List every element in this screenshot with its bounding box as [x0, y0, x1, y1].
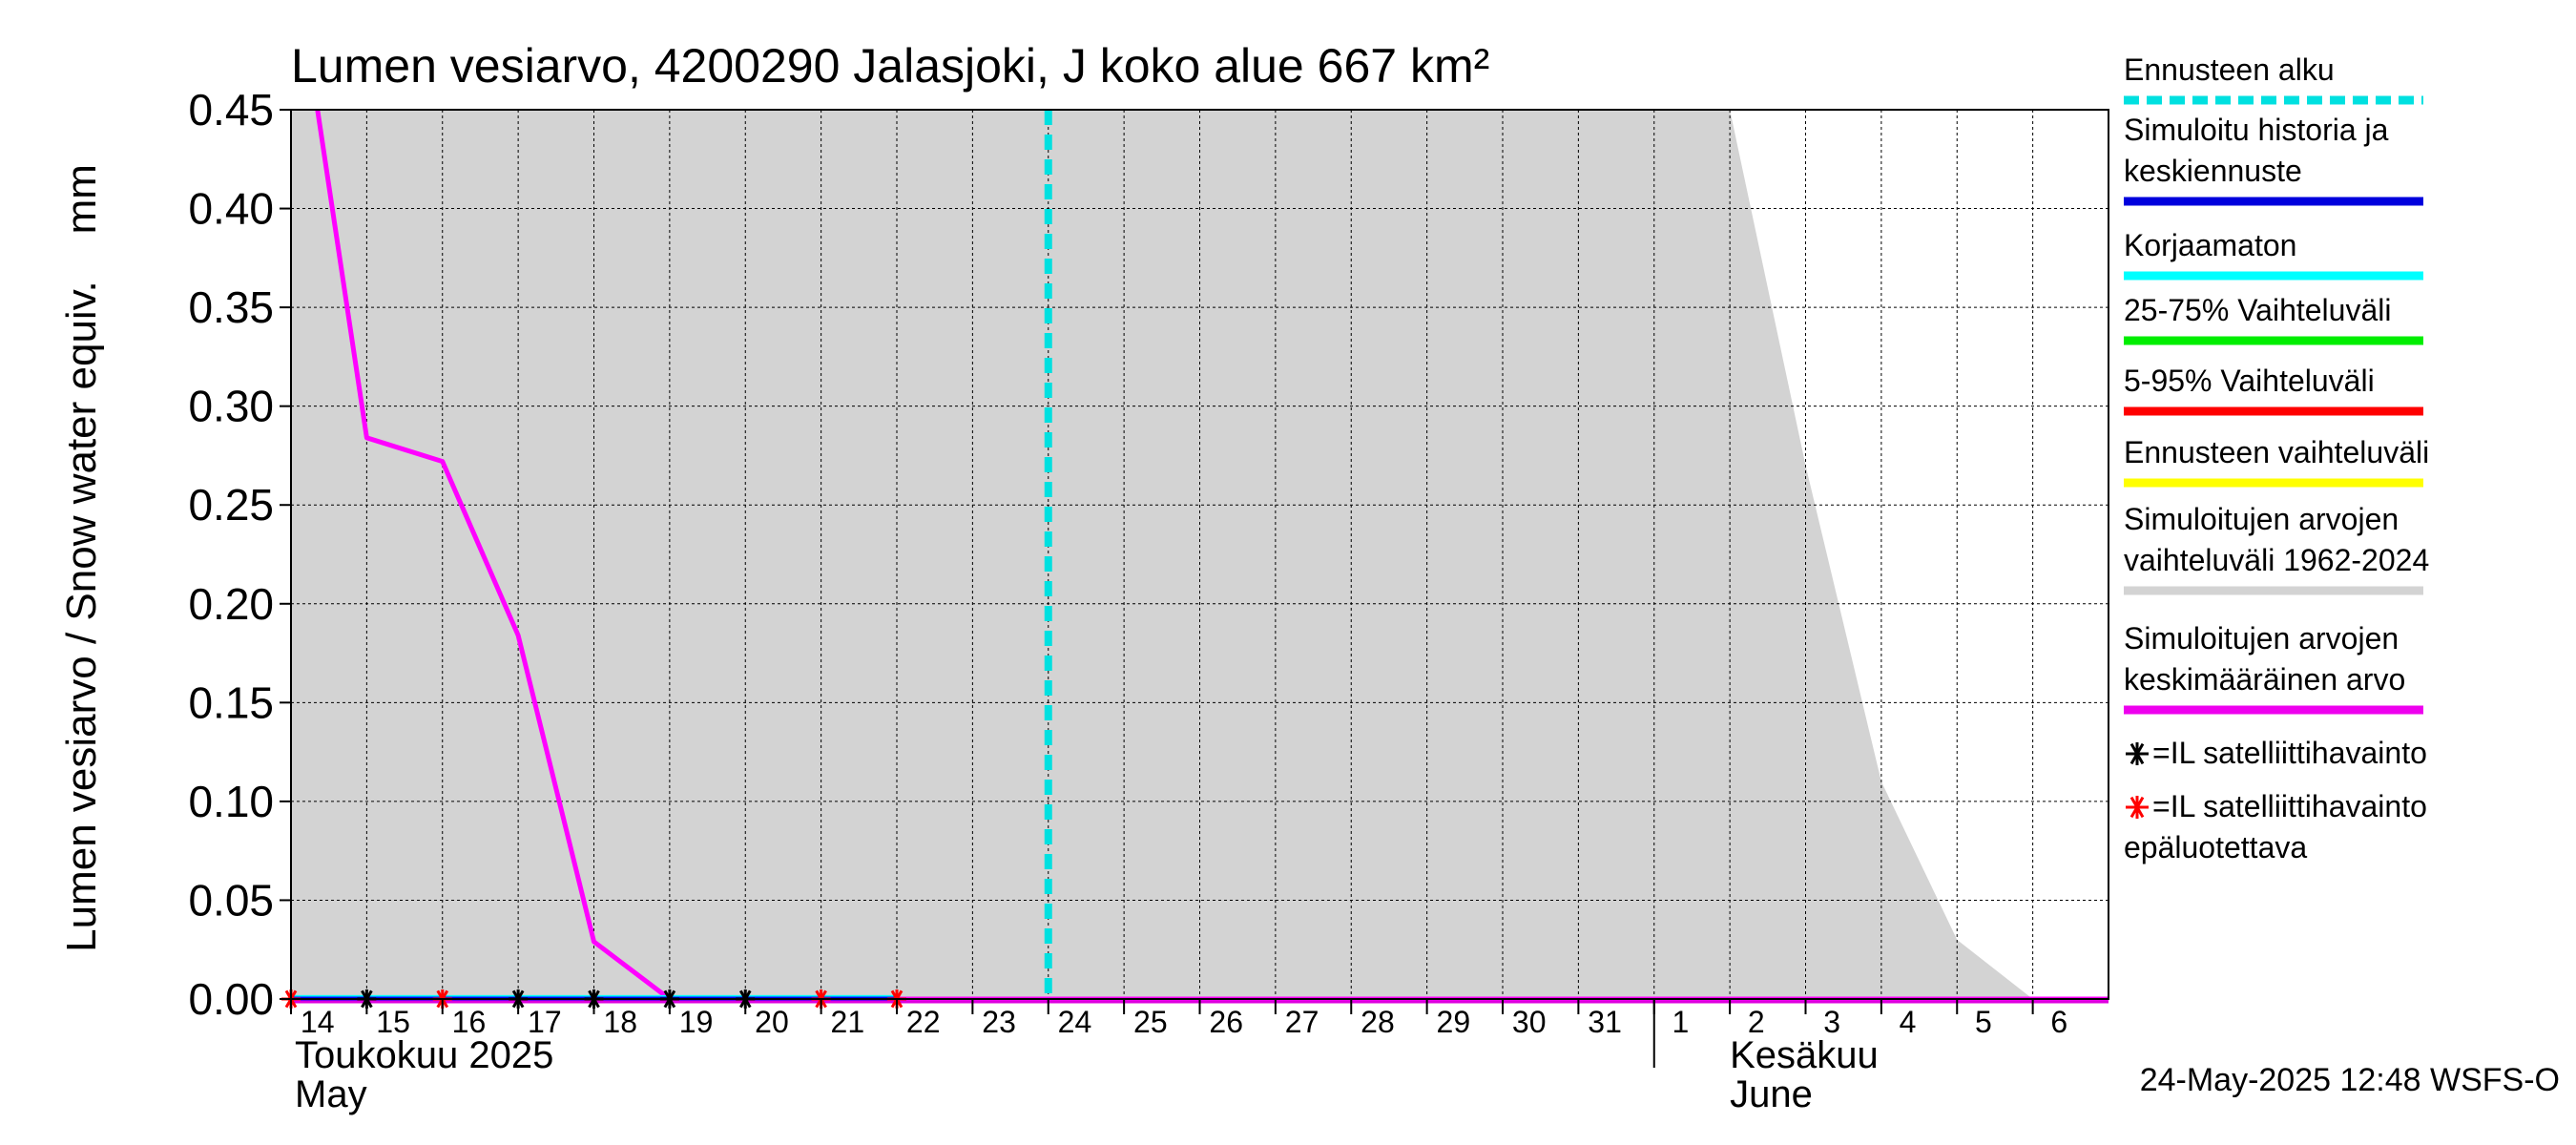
x-tick-label: 27	[1285, 1005, 1319, 1039]
y-tick-label: 0.10	[188, 777, 274, 826]
x-tick-label: 24	[1058, 1005, 1092, 1039]
y-tick-label: 0.20	[188, 579, 274, 629]
y-tick-label: 0.45	[188, 85, 274, 135]
legend: Ennusteen alku Simuloitu historia ja keski…	[2124, 52, 2429, 864]
x-tick-label: 18	[603, 1005, 637, 1039]
x-tick-label: 26	[1209, 1005, 1243, 1039]
x-tick-label: 5	[1975, 1005, 1992, 1039]
legend-label: epäluotettava	[2124, 830, 2307, 864]
legend-star-icon	[2126, 796, 2149, 819]
x-tick-label: 29	[1437, 1005, 1471, 1039]
x-tick-label: 6	[2050, 1005, 2067, 1039]
legend-label: Simuloitujen arvojen	[2124, 621, 2399, 656]
month-label-en: June	[1730, 1073, 1813, 1115]
legend-label: Simuloitu historia ja	[2124, 113, 2389, 147]
legend-label: Simuloitujen arvojen	[2124, 502, 2399, 536]
x-tick-label: 20	[755, 1005, 789, 1039]
y-tick-label: 0.35	[188, 282, 274, 332]
y-tick-label: 0.00	[188, 974, 274, 1024]
legend-label: =IL satelliittihavainto	[2152, 736, 2427, 770]
x-tick-label: 19	[679, 1005, 714, 1039]
legend-label: Ennusteen alku	[2124, 52, 2335, 87]
legend-label: Ennusteen vaihteluväli	[2124, 435, 2429, 469]
legend-label: 25-75% Vaihteluväli	[2124, 293, 2391, 327]
x-tick-label: 22	[906, 1005, 941, 1039]
x-tick-label: 3	[1823, 1005, 1840, 1039]
y-tick-label: 0.25	[188, 480, 274, 530]
timestamp-footer: 24-May-2025 12:48 WSFS-O	[2140, 1062, 2560, 1098]
legend-label: =IL satelliittihavainto	[2152, 789, 2427, 823]
x-tick-label: 21	[831, 1005, 865, 1039]
legend-star-icon	[2126, 742, 2149, 765]
x-tick-label: 17	[528, 1005, 562, 1039]
month-label: Kesäkuu	[1730, 1034, 1879, 1076]
month-label-en: May	[295, 1073, 367, 1115]
legend-label: keskimääräinen arvo	[2124, 662, 2405, 697]
x-tick-label: 14	[301, 1005, 335, 1039]
legend-label: keskiennuste	[2124, 154, 2302, 188]
y-tick-label: 0.05	[188, 875, 274, 925]
y-tick-label: 0.15	[188, 677, 274, 727]
y-axis-label: Lumen vesiarvo / Snow water equiv. mm	[58, 164, 105, 952]
chart-title: Lumen vesiarvo, 4200290 Jalasjoki, J kok…	[291, 39, 1489, 93]
x-tick-label: 15	[376, 1005, 410, 1039]
y-tick-label: 0.30	[188, 382, 274, 431]
legend-label: vaihteluväli 1962-2024	[2124, 543, 2429, 577]
x-tick-label: 25	[1133, 1005, 1168, 1039]
x-tick-label: 23	[982, 1005, 1016, 1039]
x-tick-label: 2	[1748, 1005, 1765, 1039]
month-label: Toukokuu 2025	[295, 1034, 553, 1076]
y-tick-label: 0.40	[188, 184, 274, 234]
x-tick-label: 1	[1672, 1005, 1690, 1039]
legend-label: 5-95% Vaihteluväli	[2124, 364, 2375, 398]
axes: 0.00 0.05 0.10 0.15 0.20 0.25 0.30 0.35 0.40 0.45…	[188, 85, 2109, 1115]
x-tick-label: 30	[1512, 1005, 1547, 1039]
grid-lines	[291, 110, 2109, 999]
x-tick-label: 4	[1900, 1005, 1917, 1039]
x-tick-label: 16	[452, 1005, 487, 1039]
x-tick-label: 31	[1588, 1005, 1622, 1039]
legend-label: Korjaamaton	[2124, 228, 2296, 262]
x-tick-label: 28	[1361, 1005, 1395, 1039]
